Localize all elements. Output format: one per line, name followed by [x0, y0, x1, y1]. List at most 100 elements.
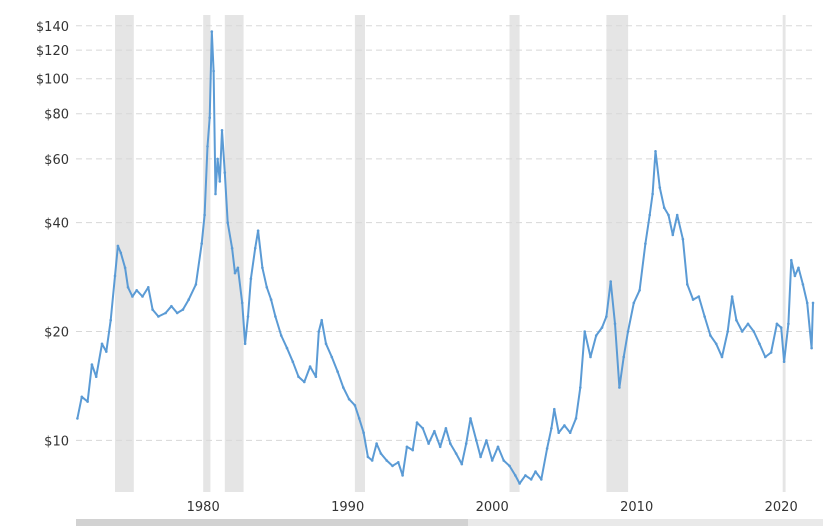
- data-point: [529, 478, 533, 481]
- data-point: [208, 116, 211, 119]
- data-point: [433, 429, 436, 433]
- data-point: [401, 474, 404, 477]
- data-point: [618, 386, 621, 389]
- data-point: [218, 180, 222, 183]
- data-point: [135, 289, 138, 292]
- data-point: [357, 417, 361, 420]
- data-point: [164, 311, 167, 315]
- data-point: [810, 346, 813, 350]
- x-tick-label: 2020: [765, 500, 798, 515]
- data-point: [782, 360, 786, 364]
- data-point: [317, 330, 321, 333]
- data-point: [454, 452, 458, 455]
- data-point: [256, 229, 260, 232]
- data-point: [801, 283, 805, 286]
- data-point: [681, 237, 685, 241]
- data-point: [662, 206, 666, 209]
- data-point: [80, 395, 84, 399]
- data-point: [514, 474, 517, 477]
- data-point: [469, 417, 472, 420]
- data-point: [632, 301, 636, 305]
- data-point: [638, 289, 641, 292]
- data-point: [123, 266, 127, 270]
- data-point: [730, 295, 734, 298]
- x-tick-label: 2010: [620, 500, 653, 515]
- data-point: [157, 315, 160, 318]
- recession-band-6: [606, 15, 629, 492]
- data-point: [644, 242, 647, 245]
- data-point: [147, 286, 150, 289]
- data-point: [805, 301, 809, 305]
- data-point: [557, 431, 560, 435]
- data-point: [691, 298, 695, 301]
- data-point: [279, 334, 283, 337]
- data-point: [187, 298, 190, 301]
- price-series: [76, 30, 815, 485]
- data-point: [308, 365, 312, 368]
- data-point: [475, 439, 478, 442]
- y-tick-label: $120: [36, 44, 69, 59]
- data-point: [658, 186, 662, 189]
- data-point: [100, 342, 104, 346]
- y-tick-label: $100: [36, 73, 69, 88]
- data-point: [291, 360, 295, 364]
- data-point: [131, 295, 134, 298]
- data-point: [194, 283, 198, 286]
- data-point: [94, 375, 98, 379]
- data-point: [109, 318, 112, 322]
- data-point: [622, 355, 625, 359]
- data-point: [600, 326, 604, 329]
- data-point: [449, 442, 452, 445]
- data-point: [405, 445, 409, 449]
- y-tick-label: $140: [36, 20, 69, 35]
- recession-band-4: [354, 15, 365, 492]
- y-tick-label: $80: [44, 108, 69, 123]
- gridlines: [76, 25, 813, 441]
- data-point: [421, 427, 425, 430]
- data-point: [667, 213, 670, 217]
- data-point: [793, 274, 797, 278]
- data-point: [240, 301, 244, 305]
- data-point: [671, 233, 675, 237]
- data-point: [496, 445, 500, 449]
- data-point: [490, 459, 494, 462]
- y-tick-label: $60: [44, 153, 69, 168]
- recession-band-1: [115, 15, 134, 492]
- data-point: [119, 251, 123, 255]
- data-point: [210, 30, 214, 33]
- data-point: [720, 355, 724, 359]
- data-point: [175, 311, 179, 315]
- data-point: [330, 355, 334, 359]
- data-point: [654, 150, 657, 153]
- data-point: [550, 427, 553, 430]
- data-point: [769, 351, 773, 354]
- data-point: [181, 308, 185, 311]
- range-navigator[interactable]: [76, 519, 823, 526]
- data-point: [697, 295, 701, 298]
- data-point: [648, 213, 651, 217]
- data-point: [226, 221, 229, 224]
- y-axis-ticks: $10 $20 $40 $60 $80 $100 $120 $140: [36, 20, 69, 450]
- data-point: [370, 459, 374, 462]
- data-point: [236, 266, 240, 270]
- data-point: [212, 69, 215, 73]
- data-point: [479, 455, 482, 459]
- recession-band-7: [782, 15, 786, 492]
- data-point: [113, 274, 117, 278]
- data-point: [391, 464, 394, 468]
- data-point: [230, 246, 234, 250]
- y-tick-label: $40: [44, 217, 69, 232]
- data-point: [740, 330, 744, 333]
- data-point: [411, 448, 415, 452]
- data-point: [686, 283, 689, 286]
- data-point: [274, 315, 277, 318]
- data-point: [553, 407, 556, 411]
- data-point: [427, 442, 430, 445]
- range-navigator-thumb[interactable]: [76, 519, 468, 526]
- data-point: [438, 445, 442, 449]
- y-tick-label: $10: [44, 434, 69, 449]
- data-point: [214, 192, 217, 196]
- data-point: [518, 482, 521, 485]
- data-point: [764, 355, 767, 359]
- data-point: [76, 417, 79, 420]
